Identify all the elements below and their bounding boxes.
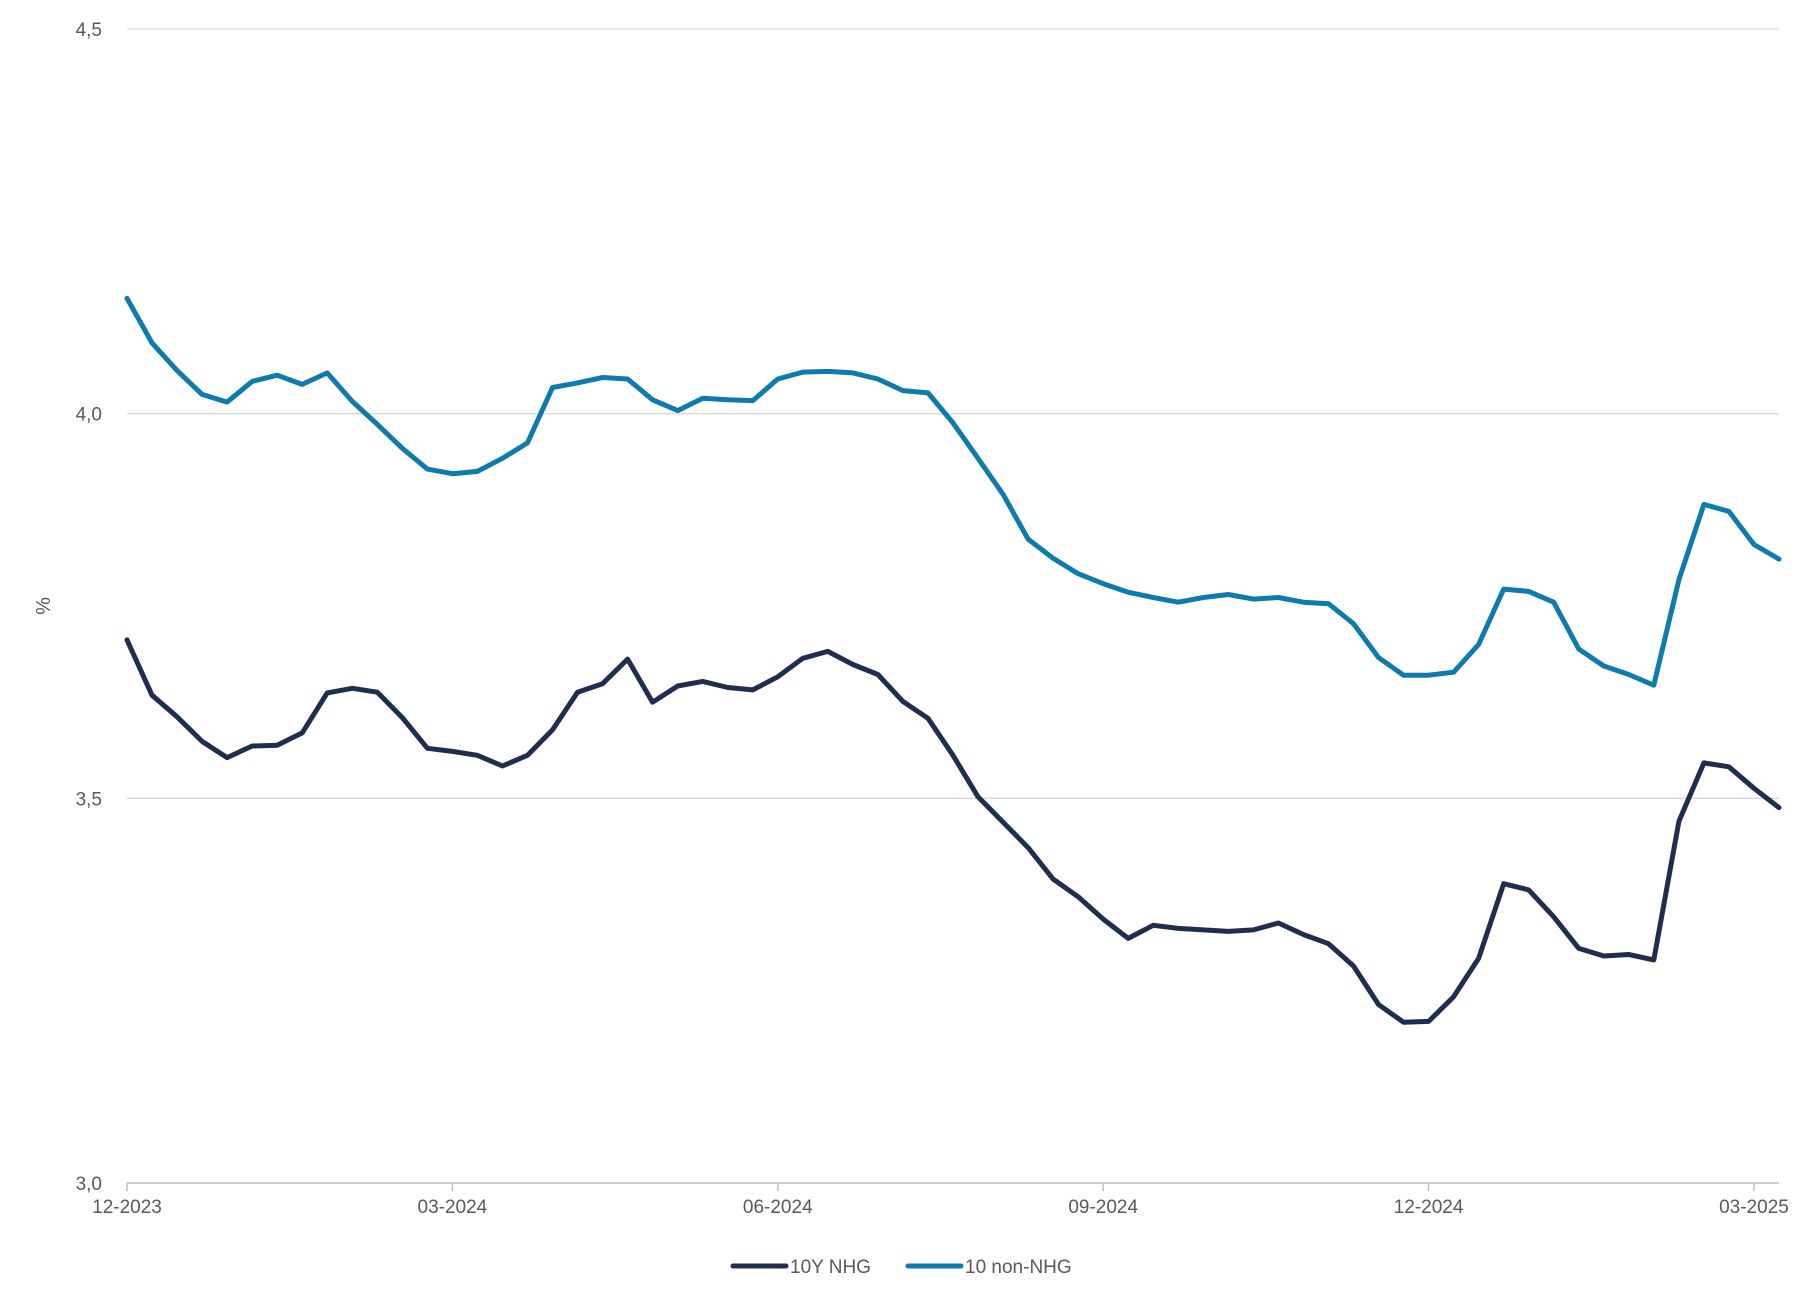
x-tick-label: 06-2024 (743, 1197, 813, 1218)
y-tick-label: 4,5 (76, 20, 102, 41)
y-axis: 3,0 3,5 4,0 4,5 (76, 20, 102, 1195)
series-line-non-nhg (124, 295, 1782, 688)
legend-label: 10 non-NHG (965, 1257, 1072, 1278)
series-lines (124, 295, 1782, 1025)
legend: 10Y NHG 10 non-NHG (730, 1257, 1072, 1278)
series-line-nhg (124, 637, 1782, 1025)
y-axis-title: % (33, 597, 55, 615)
x-tick-label: 03-2024 (418, 1197, 488, 1218)
x-tick-label: 09-2024 (1068, 1197, 1138, 1218)
legend-item-nhg: 10Y NHG (730, 1257, 871, 1278)
x-tick-label: 03-2025 (1719, 1197, 1789, 1218)
y-tick-label: 3,5 (76, 789, 102, 810)
y-tick-label: 4,0 (76, 405, 102, 426)
gridlines (127, 28, 1779, 799)
legend-label: 10Y NHG (790, 1257, 871, 1278)
legend-item-non-nhg: 10 non-NHG (905, 1257, 1072, 1278)
x-axis-tick-labels: 12-2023 03-2024 06-2024 09-2024 12-2024 03-20… (92, 1197, 1789, 1218)
x-tick-label: 12-2023 (92, 1197, 162, 1218)
x-axis (126, 1182, 1779, 1191)
x-tick-label: 12-2024 (1394, 1197, 1464, 1218)
y-tick-label: 3,0 (76, 1174, 102, 1195)
